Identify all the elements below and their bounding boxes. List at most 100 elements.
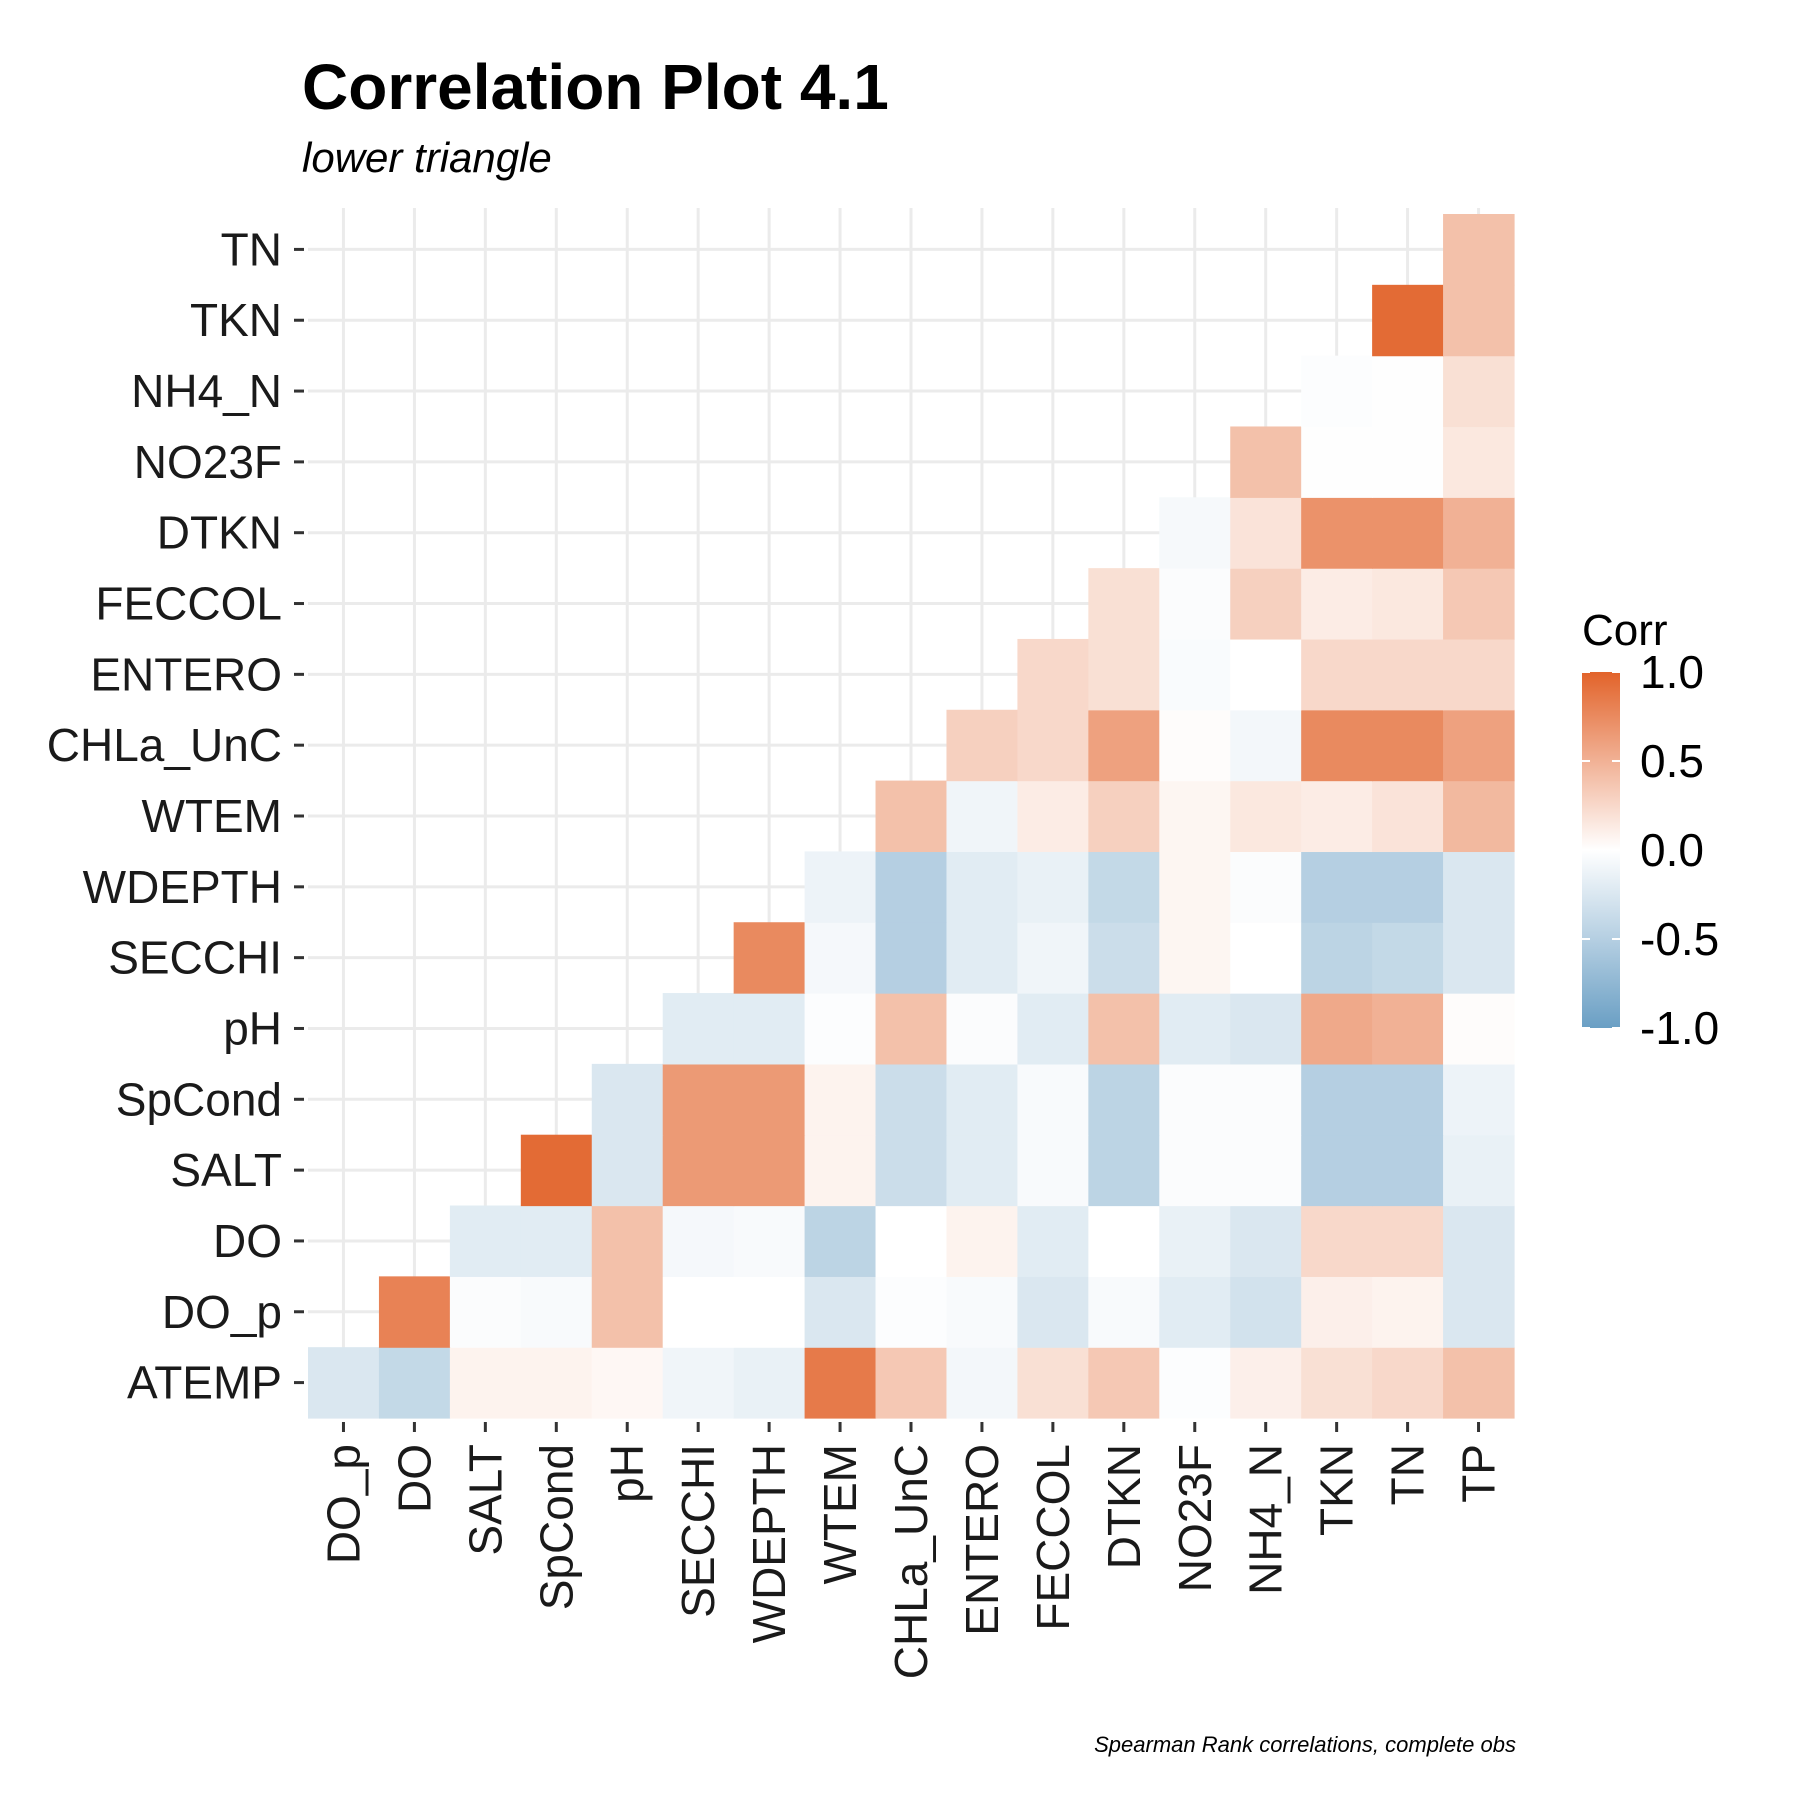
heatmap-cell — [804, 851, 877, 923]
heatmap-cell — [733, 1134, 806, 1207]
heatmap-cell — [1017, 780, 1089, 853]
heatmap-cell — [946, 709, 1019, 782]
heatmap-cell — [946, 1063, 1019, 1136]
heatmap-cell — [1372, 638, 1444, 711]
heatmap-cell — [1088, 851, 1160, 923]
x-tick-label: TN — [1382, 1444, 1434, 1505]
y-tick-label: NO23F — [134, 436, 282, 488]
heatmap-cell — [1443, 1134, 1515, 1207]
heatmap-cell — [1088, 1205, 1160, 1277]
heatmap-cell — [1301, 709, 1373, 782]
heatmap-cell — [1443, 1063, 1515, 1136]
x-axis: DO_p DO SALT SpCond pH SECCHI WDEPTH WTEM CHLa_U… — [317, 1422, 1505, 1679]
heatmap-cell — [1230, 922, 1302, 994]
legend-title: Corr — [1582, 606, 1668, 655]
heatmap-cell — [733, 1347, 806, 1419]
heatmap-cell — [662, 993, 735, 1065]
heatmap-cell — [1301, 355, 1373, 428]
heatmap-cell — [1301, 568, 1373, 640]
heatmap-cell — [1372, 1134, 1444, 1207]
heatmap-cell — [662, 1063, 735, 1136]
heatmap-cell — [1159, 1205, 1231, 1277]
heatmap-cell — [1159, 1276, 1231, 1348]
heatmap-cell — [1372, 851, 1444, 923]
y-tick-label: NH4_N — [131, 365, 282, 417]
heatmap-cell — [1443, 1205, 1515, 1277]
heatmap-cell — [1088, 709, 1160, 782]
heatmap-cell — [1017, 993, 1089, 1065]
heatmap-cell — [1230, 993, 1302, 1065]
heatmap-cell — [804, 1347, 877, 1419]
heatmap-cell — [804, 1063, 877, 1136]
legend-tick-label: -0.5 — [1640, 913, 1719, 965]
heatmap-cell — [308, 1347, 380, 1419]
y-tick-label: ATEMP — [127, 1357, 282, 1409]
x-tick-label: TKN — [1311, 1444, 1363, 1536]
heatmap-cell — [1088, 1347, 1160, 1419]
heatmap-cell — [1017, 638, 1089, 711]
heatmap-cell — [1372, 1276, 1444, 1348]
heatmap-cell — [1230, 1276, 1302, 1348]
y-tick-label: WTEM — [141, 790, 282, 842]
heatmap-cell — [1443, 497, 1515, 569]
heatmap-cell — [946, 993, 1019, 1065]
heatmap-cell — [1159, 1063, 1231, 1136]
heatmap-cell — [733, 922, 806, 994]
heatmap-cell — [875, 993, 948, 1065]
y-tick-label: CHLa_UnC — [47, 719, 282, 771]
heatmap-cell — [1159, 1347, 1231, 1419]
y-tick-label: WDEPTH — [83, 861, 282, 913]
heatmap-cell — [378, 1347, 451, 1419]
heatmap-cell — [1443, 568, 1515, 640]
heatmap-cell — [1301, 780, 1373, 853]
heatmap-cell — [591, 1276, 664, 1348]
heatmap-cell — [733, 1276, 806, 1348]
heatmap-cell — [1088, 1134, 1160, 1207]
chart-subtitle: lower triangle — [302, 134, 552, 181]
x-tick-label: TP — [1453, 1444, 1505, 1503]
heatmap-cell — [1017, 851, 1089, 923]
heatmap-cell — [1017, 922, 1089, 994]
heatmap-cell — [1017, 1063, 1089, 1136]
heatmap-cell — [1301, 1276, 1373, 1348]
heatmap-cell — [1159, 780, 1231, 853]
heatmap-cell — [1301, 1205, 1373, 1277]
heatmap-cell — [804, 993, 877, 1065]
heatmap-cell — [662, 1205, 735, 1277]
heatmap-cell — [1230, 1347, 1302, 1419]
heatmap-cell — [1372, 284, 1444, 357]
heatmap-cell — [1230, 780, 1302, 853]
heatmap-cell — [378, 1276, 451, 1348]
heatmap-cell — [1372, 355, 1444, 428]
heatmap-cell — [1301, 426, 1373, 498]
heatmap-cell — [733, 993, 806, 1065]
heatmap-cell — [1159, 497, 1231, 569]
y-axis: ATEMP DO_p DO SALT SpCond pH SECCHI WDEPTH WTEM C… — [47, 223, 304, 1409]
heatmap-cell — [1230, 497, 1302, 569]
y-tick-label: TKN — [190, 294, 282, 346]
heatmap-cell — [1301, 851, 1373, 923]
heatmap-cell — [1159, 922, 1231, 994]
heatmap-cell — [733, 1205, 806, 1277]
legend-tick-label: 0.5 — [1640, 735, 1704, 787]
heatmap-cell — [1443, 284, 1515, 357]
heatmap-cell — [591, 1134, 664, 1207]
heatmap-cell — [1088, 780, 1160, 853]
heatmap-cell — [1017, 1276, 1089, 1348]
heatmap-cell — [1159, 709, 1231, 782]
heatmap-cell — [946, 1205, 1019, 1277]
y-tick-label: ENTERO — [90, 648, 282, 700]
heatmap-cell — [946, 1347, 1019, 1419]
heatmap-cell — [1088, 993, 1160, 1065]
heatmap-cell — [449, 1276, 522, 1348]
heatmap-cell — [520, 1134, 593, 1207]
heatmap-cell — [662, 1276, 735, 1348]
heatmap-cell — [1301, 993, 1373, 1065]
legend-tick-label: 1.0 — [1640, 646, 1704, 698]
heatmap-cell — [1372, 568, 1444, 640]
heatmap-cell — [1372, 709, 1444, 782]
x-tick-label: DO — [388, 1444, 440, 1513]
heatmap-cell — [1088, 922, 1160, 994]
x-tick-label: CHLa_UnC — [885, 1444, 937, 1679]
heatmap-cell — [733, 1063, 806, 1136]
